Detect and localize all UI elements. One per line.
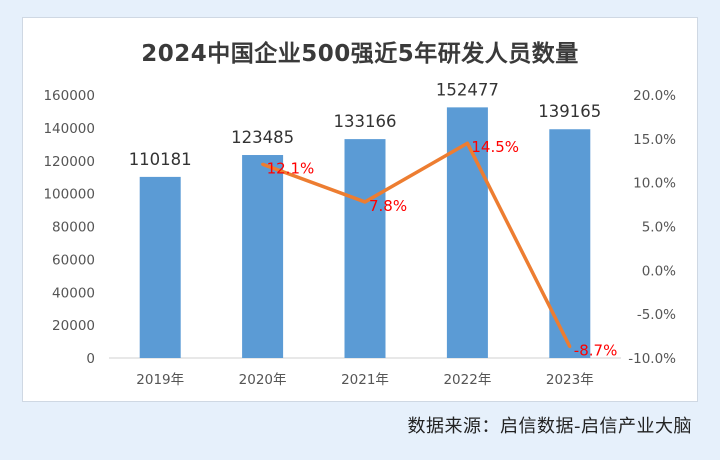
bar-series	[139, 107, 591, 358]
left-axis: 0 20000 40000 60000 80000 100000 120000 140000 1…	[43, 88, 95, 367]
x-tick-label: 2023年	[546, 372, 594, 388]
growth-point	[363, 200, 367, 204]
bar-value-label: 123485	[231, 128, 294, 147]
combo-chart: 0 20000 40000 60000 80000 100000 120000 140000 1…	[43, 80, 676, 388]
right-tick-label: -5.0%	[637, 307, 676, 323]
growth-point	[465, 141, 469, 145]
left-tick-label: 0	[86, 351, 95, 367]
bar	[242, 155, 284, 358]
data-source-note: 数据来源：启信数据-启信产业大脑	[407, 416, 692, 437]
bar-data-labels: 110181 123485 133166 152477 139165	[129, 80, 602, 169]
x-tick-label: 2020年	[239, 372, 287, 388]
bar-value-label: 110181	[129, 150, 192, 169]
growth-value-label: 7.8%	[369, 197, 407, 215]
bar-value-label: 152477	[436, 80, 499, 99]
x-tick-label: 2021年	[341, 372, 389, 388]
left-tick-label: 140000	[43, 121, 95, 137]
left-tick-label: 80000	[52, 220, 95, 236]
left-tick-label: 20000	[52, 318, 95, 334]
left-tick-label: 40000	[52, 285, 95, 301]
bar	[344, 139, 386, 358]
chart-card: 2024中国企业500强近5年研发人员数量 0 20000 40000 60000 80…	[22, 17, 698, 402]
chart-title: 2024中国企业500强近5年研发人员数量	[141, 41, 579, 67]
bar	[549, 129, 591, 358]
right-axis: -10.0% -5.0% 0.0% 5.0% 10.0% 15.0% 20.0%	[628, 88, 676, 367]
bar-value-label: 133166	[334, 112, 397, 131]
right-tick-label: 5.0%	[642, 220, 676, 236]
right-tick-label: 20.0%	[633, 88, 676, 104]
x-tick-label: 2019年	[136, 372, 184, 388]
x-axis-labels: 2019年 2020年 2021年 2022年 2023年	[136, 372, 593, 388]
left-tick-label: 100000	[43, 187, 95, 203]
growth-value-label: -8.7%	[574, 342, 618, 360]
left-tick-label: 160000	[43, 88, 95, 104]
growth-line	[261, 141, 572, 348]
growth-value-label: 14.5%	[471, 138, 519, 156]
growth-point	[568, 345, 572, 349]
growth-line-series	[261, 141, 572, 349]
left-tick-label: 120000	[43, 154, 95, 170]
growth-value-label: 12.1%	[267, 159, 315, 177]
right-tick-label: 15.0%	[633, 132, 676, 148]
right-tick-label: -10.0%	[628, 351, 676, 367]
right-tick-label: 0.0%	[642, 263, 676, 279]
growth-data-labels: 12.1% 7.8% 14.5% -8.7%	[267, 138, 618, 359]
x-tick-label: 2022年	[443, 372, 491, 388]
bar	[139, 176, 181, 358]
right-tick-label: 10.0%	[633, 176, 676, 192]
bar-value-label: 139165	[538, 102, 601, 121]
growth-point	[261, 162, 265, 166]
left-tick-label: 60000	[52, 252, 95, 268]
